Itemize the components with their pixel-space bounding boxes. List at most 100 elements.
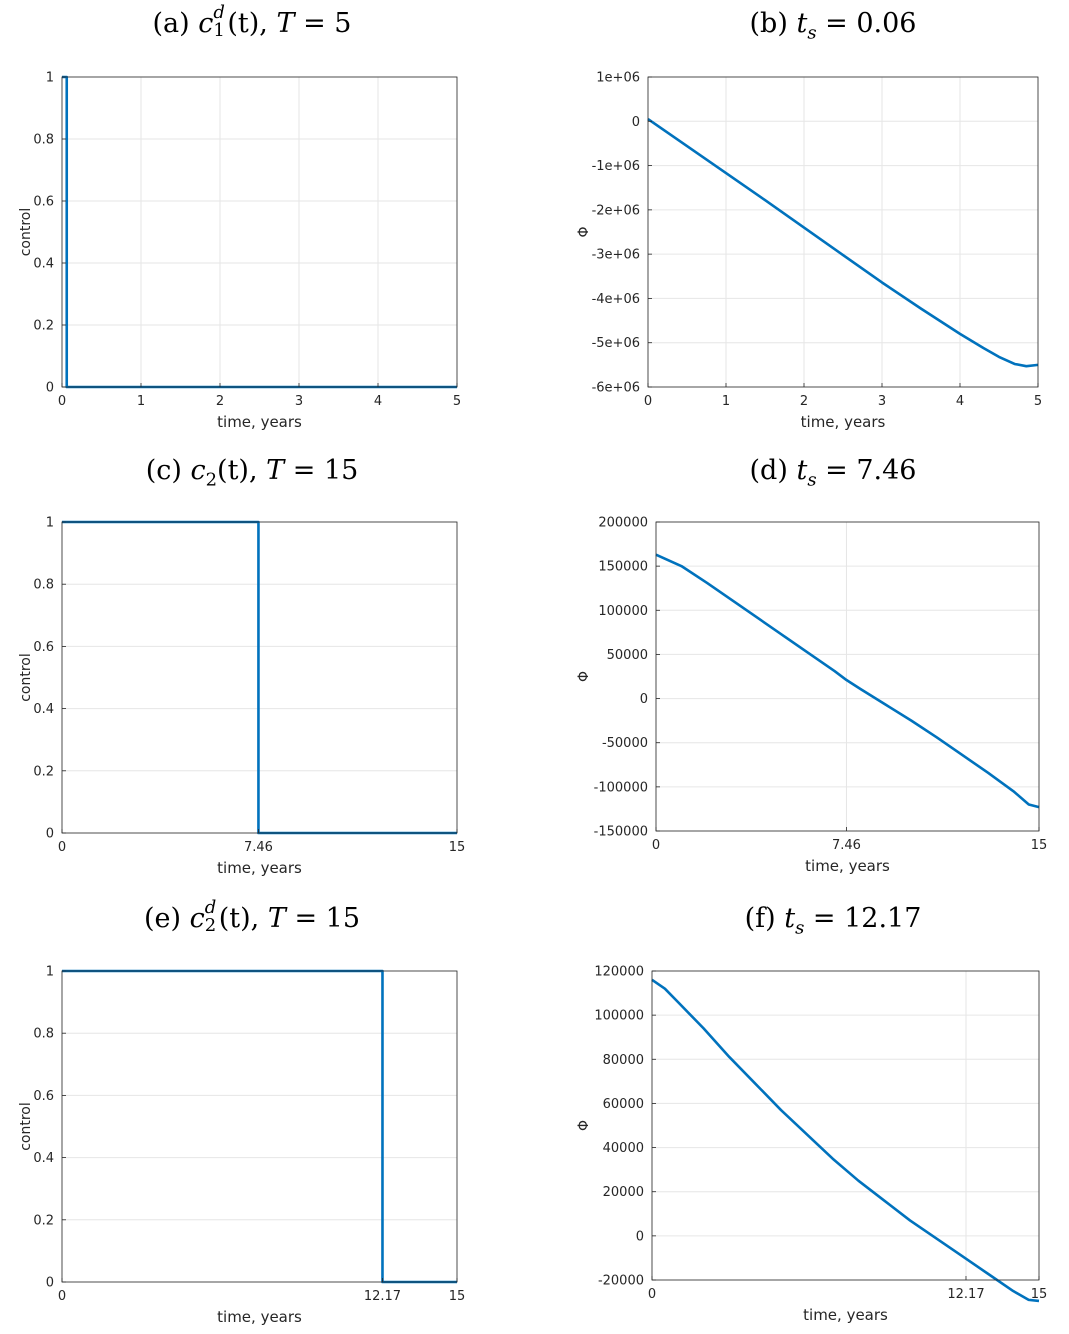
y-tick-label: 0.4: [33, 702, 54, 717]
y-tick-label: 20000: [603, 1185, 644, 1200]
x-tick-label: 7.46: [244, 840, 273, 855]
y-tick-label: -5e+06: [592, 336, 640, 351]
x-tick-label: 4: [374, 394, 382, 409]
y-tick-label: 150000: [598, 560, 648, 575]
x-tick-label: 2: [800, 394, 808, 409]
x-axis-label: time, years: [217, 413, 302, 431]
panel-f-title-prefix: (f): [744, 903, 785, 934]
y-tick-label: 0.6: [33, 640, 54, 655]
y-tick-label: 0.2: [33, 764, 54, 779]
y-axis-label: Φ: [576, 1120, 592, 1131]
panel-d: 0 7.46 15 200000 150000 100000 50000 0 -50000 -10…: [576, 516, 1047, 876]
x-tick-label: 4: [956, 394, 964, 409]
panel-f-title: (f) ts = 12.17: [573, 903, 1069, 938]
y-tick-label: 40000: [603, 1141, 644, 1156]
x-tick-label: 15: [1031, 1287, 1048, 1302]
x-tick-label: 5: [453, 394, 461, 409]
y-tick-label: 120000: [594, 965, 644, 980]
y-tick-label: -3e+06: [592, 248, 640, 263]
x-tick-label: 15: [449, 1289, 466, 1304]
y-axis-label: control: [18, 653, 34, 702]
panel-c-title-prefix: (c): [145, 455, 191, 486]
y-tick-label: -20000: [598, 1274, 644, 1289]
x-tick-label: 0: [648, 1287, 656, 1302]
axes-box: [61, 76, 458, 388]
y-tick-label: -2e+06: [592, 203, 640, 218]
series-line: [655, 553, 1040, 809]
y-tick-label: 200000: [598, 516, 648, 531]
y-tick-label: 1: [46, 965, 54, 980]
panel-c-title-sub: 2: [205, 469, 218, 491]
y-axis-label: control: [18, 208, 34, 257]
x-tick-label: 2: [216, 394, 224, 409]
x-tick-label: 15: [449, 840, 466, 855]
panel-b-title-rest: = 0.06: [816, 8, 917, 39]
axes-box: [61, 970, 458, 1283]
y-tick-label: 80000: [603, 1053, 644, 1068]
panel-e-title-prefix: (e): [143, 903, 190, 934]
y-tick-label: 0.6: [33, 1089, 54, 1104]
y-tick-label: 0: [636, 1229, 644, 1244]
y-tick-label: 100000: [594, 1009, 644, 1024]
panel-b: 0 1 2 3 4 5 1e+06 0 -1e+06 -2e+06 -3e+06 -4e+06 -5e+…: [576, 71, 1042, 432]
panel-e-title-tvar: T: [267, 903, 286, 934]
panel-a-title-tvar: T: [276, 8, 295, 39]
panel-d-title-var: t: [796, 455, 808, 486]
panel-d-title: (d) ts = 7.46: [573, 455, 1069, 490]
x-tick-label: 3: [295, 394, 303, 409]
x-tick-label: 1: [722, 394, 730, 409]
y-tick-label: 0: [640, 692, 648, 707]
panel-b-title-prefix: (b): [749, 8, 797, 39]
x-tick-label: 7.46: [832, 838, 861, 853]
y-tick-label: 0.6: [33, 195, 54, 210]
x-tick-label: 0: [58, 1289, 66, 1304]
panel-c-title-rest: = 15: [284, 455, 359, 486]
x-axis-label: time, years: [801, 413, 886, 431]
series-line: [62, 969, 457, 1284]
x-axis-label: time, years: [805, 857, 890, 875]
y-tick-label: 0.8: [33, 133, 54, 148]
panel-b-title-sub: s: [807, 22, 817, 44]
panel-a-title-sub: 1: [213, 19, 225, 41]
panel-a-title-sup: d: [213, 1, 225, 23]
x-tick-label: 12.17: [947, 1287, 984, 1302]
y-tick-label: 0.8: [33, 578, 54, 593]
panel-f-title-var: t: [784, 903, 796, 934]
series-line: [62, 520, 457, 835]
x-tick-label: 1: [137, 394, 145, 409]
axes-box: [651, 970, 1040, 1281]
y-tick-label: -4e+06: [592, 292, 640, 307]
panel-f-title-sub: s: [795, 917, 805, 939]
y-tick-label: -100000: [594, 780, 648, 795]
panel-f-title-rest: = 12.17: [804, 903, 922, 934]
y-tick-label: 1: [46, 71, 54, 86]
x-tick-label: 5: [1034, 394, 1042, 409]
panel-a-title-var: c: [198, 8, 214, 39]
y-tick-label: 100000: [598, 604, 648, 619]
y-axis-label: control: [18, 1102, 34, 1151]
panel-c-title-arg: (t),: [217, 455, 267, 486]
panel-a: 0 1 2 3 4 5 0 0.2 0.4 0.6 0.8 1 time, years control: [18, 71, 461, 432]
y-tick-label: 0: [632, 115, 640, 130]
panel-a-title-rest: = 5: [294, 8, 352, 39]
x-tick-label: 0: [58, 394, 66, 409]
panel-e-title-sub: 2: [204, 914, 217, 936]
y-tick-label: 0.4: [33, 257, 54, 272]
panel-d-title-sub: s: [807, 469, 817, 491]
y-tick-label: 1e+06: [596, 71, 640, 86]
panel-e-title-var: c: [189, 903, 205, 934]
y-tick-label: -50000: [602, 736, 648, 751]
panel-e: 0 12.17 15 0 0.2 0.4 0.6 0.8 1 time, years control: [18, 965, 465, 1327]
x-axis-label: time, years: [217, 859, 302, 877]
x-tick-label: 12.17: [364, 1289, 401, 1304]
y-tick-label: -150000: [594, 825, 648, 840]
panel-b-title: (b) ts = 0.06: [573, 8, 1069, 43]
x-tick-label: 15: [1031, 838, 1048, 853]
x-axis-label: time, years: [217, 1308, 302, 1326]
y-tick-label: 0.2: [33, 1213, 54, 1228]
panel-c-title: (c) c2(t), T = 15: [0, 455, 512, 490]
panel-d-title-prefix: (d): [749, 455, 797, 486]
x-tick-label: 3: [878, 394, 886, 409]
y-axis-label: Φ: [576, 671, 592, 682]
